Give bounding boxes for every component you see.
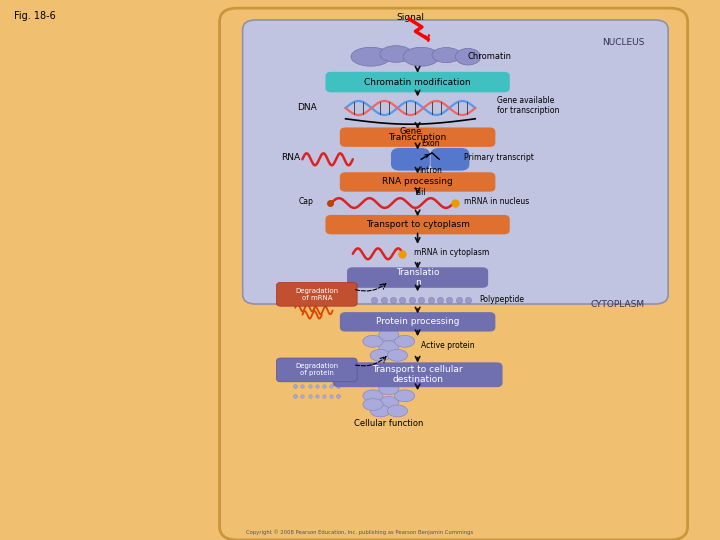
FancyBboxPatch shape (340, 127, 495, 147)
FancyBboxPatch shape (220, 8, 688, 540)
FancyBboxPatch shape (276, 282, 357, 306)
FancyBboxPatch shape (347, 267, 488, 288)
FancyBboxPatch shape (276, 358, 357, 382)
Text: Transport to cytoplasm: Transport to cytoplasm (366, 220, 469, 229)
Text: RNA: RNA (281, 153, 300, 162)
Text: Cap: Cap (298, 197, 313, 206)
Ellipse shape (387, 349, 408, 361)
Text: Translatio
n: Translatio n (396, 268, 439, 287)
Ellipse shape (380, 46, 413, 62)
Text: Gene available
for transcription: Gene available for transcription (497, 96, 559, 115)
Text: Tail: Tail (414, 187, 427, 197)
FancyBboxPatch shape (325, 72, 510, 92)
Ellipse shape (370, 405, 390, 417)
Text: Transcription: Transcription (389, 133, 446, 141)
FancyBboxPatch shape (325, 215, 510, 234)
Text: RNA processing: RNA processing (382, 178, 453, 186)
Text: NUCLEUS: NUCLEUS (602, 38, 644, 47)
Ellipse shape (363, 390, 383, 402)
Text: Transport to cellular
destination: Transport to cellular destination (372, 365, 463, 384)
FancyBboxPatch shape (431, 148, 469, 171)
FancyBboxPatch shape (333, 362, 503, 387)
Ellipse shape (379, 329, 399, 341)
Text: Chromatin modification: Chromatin modification (364, 78, 471, 86)
Text: CYTOPLASM: CYTOPLASM (590, 300, 644, 309)
Ellipse shape (351, 47, 391, 66)
Ellipse shape (370, 349, 390, 361)
Ellipse shape (363, 335, 383, 347)
Text: Cellular function: Cellular function (354, 418, 423, 428)
Text: Fig. 18-6: Fig. 18-6 (14, 11, 56, 21)
Text: Chromatin: Chromatin (468, 52, 512, 61)
Text: Intron: Intron (419, 166, 442, 175)
Text: Polypeptide: Polypeptide (479, 295, 523, 303)
Text: mRNA in cytoplasm: mRNA in cytoplasm (414, 248, 490, 257)
Ellipse shape (379, 396, 399, 408)
Text: Copyright © 2008 Pearson Education, Inc. publishing as Pearson Benjamin Cummings: Copyright © 2008 Pearson Education, Inc.… (246, 529, 474, 535)
Text: Exon: Exon (421, 139, 440, 148)
FancyBboxPatch shape (391, 148, 430, 171)
FancyBboxPatch shape (243, 20, 668, 304)
Ellipse shape (456, 49, 481, 65)
Text: Degradation
of mRNA: Degradation of mRNA (295, 288, 338, 301)
Ellipse shape (395, 390, 415, 402)
Ellipse shape (395, 335, 415, 347)
Text: DNA: DNA (297, 104, 317, 112)
Ellipse shape (387, 405, 408, 417)
FancyBboxPatch shape (340, 172, 495, 192)
Ellipse shape (379, 341, 399, 353)
FancyBboxPatch shape (340, 312, 495, 332)
Ellipse shape (403, 47, 439, 66)
Text: Signal: Signal (397, 14, 424, 23)
Text: Protein processing: Protein processing (376, 318, 459, 326)
Text: Active protein: Active protein (421, 341, 474, 349)
Ellipse shape (379, 383, 399, 395)
Text: Primary transcript: Primary transcript (464, 153, 534, 162)
Ellipse shape (363, 399, 383, 410)
Ellipse shape (432, 48, 461, 63)
Text: Degradation
of protein: Degradation of protein (295, 363, 338, 376)
Text: mRNA in nucleus: mRNA in nucleus (464, 197, 530, 206)
Text: Gene: Gene (399, 127, 422, 137)
